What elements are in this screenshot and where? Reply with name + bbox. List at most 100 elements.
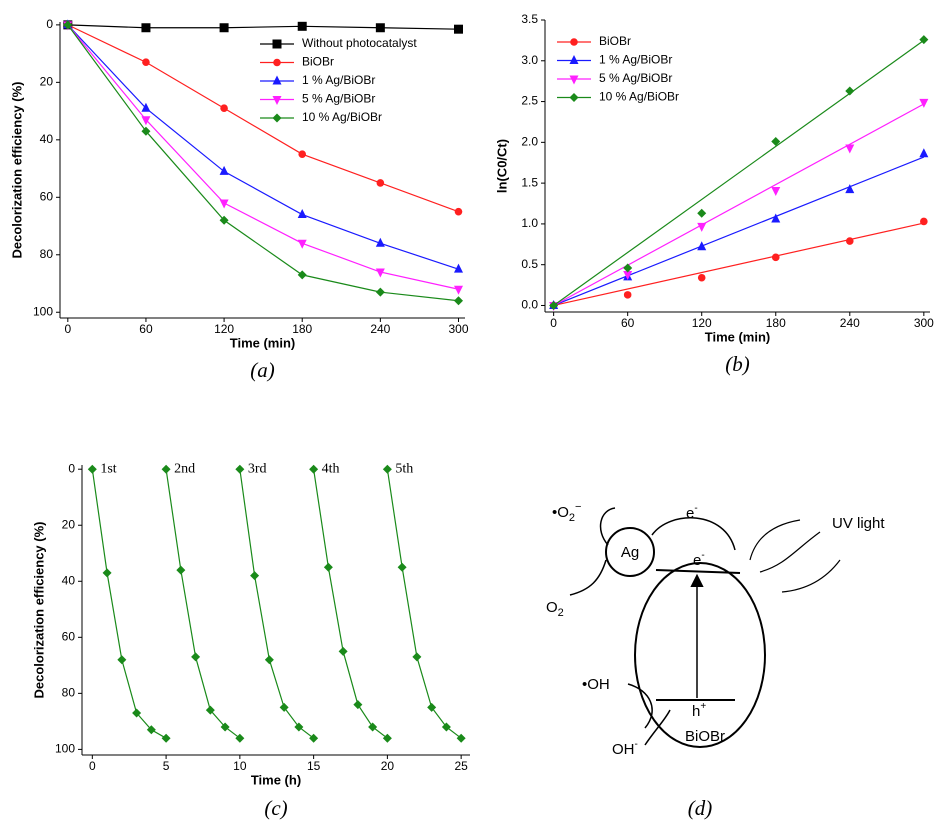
x-tick-label: 25 (454, 759, 468, 773)
marker (294, 722, 304, 732)
marker (297, 239, 307, 249)
marker (272, 75, 282, 85)
series-label: 5th (395, 461, 413, 476)
conduction-band (655, 569, 741, 574)
marker (441, 722, 451, 732)
marker (375, 287, 385, 297)
marker (549, 300, 559, 310)
y-tick-label: 80 (62, 686, 76, 700)
marker (235, 733, 245, 743)
oh-oxidation-arrow (627, 683, 653, 729)
caption: (a) (250, 358, 275, 382)
marker (845, 184, 855, 194)
legend-label: 5 % Ag/BiOBr (302, 92, 375, 106)
x-tick-label: 10 (233, 759, 247, 773)
marker (376, 179, 385, 187)
material-label: BiOBr (685, 728, 725, 745)
marker (382, 464, 392, 474)
x-tick-label: 20 (381, 759, 395, 773)
marker (117, 655, 127, 665)
series-line (165, 469, 241, 739)
marker (191, 652, 201, 662)
marker (623, 263, 633, 273)
fit-line (553, 156, 925, 307)
y-tick-label: 1.5 (521, 175, 538, 189)
arrow-head (690, 573, 704, 587)
y-tick-label: 60 (62, 629, 76, 643)
y-tick-label: 40 (40, 132, 54, 146)
legend-label: 1 % Ag/BiOBr (302, 73, 375, 87)
series-line (67, 24, 459, 213)
hole-label: h+ (692, 701, 706, 720)
series-label: 3rd (248, 461, 267, 476)
x-tick-label: 60 (139, 322, 153, 336)
y-tick-label: 3.5 (521, 12, 538, 26)
y-axis-title: Decolorization efficiency (%) (31, 522, 46, 699)
y-tick-label: 20 (62, 517, 76, 531)
electron-label: e- (686, 503, 698, 522)
legend-label: BiOBr (599, 34, 631, 48)
legend-label: 10 % Ag/BiOBr (599, 90, 679, 104)
fit-line (553, 39, 925, 306)
y-tick-label: 80 (40, 247, 54, 261)
o2-label: O2 (546, 599, 564, 619)
marker (141, 126, 151, 136)
y-tick-label: 0 (68, 461, 75, 475)
marker (375, 268, 385, 278)
marker (412, 652, 422, 662)
x-tick-label: 60 (621, 316, 635, 330)
marker (771, 186, 781, 196)
marker (272, 39, 282, 49)
series-label: 2nd (174, 461, 195, 476)
oh-arrow (644, 709, 671, 746)
y-tick-label: 3.0 (521, 53, 538, 67)
marker (845, 144, 855, 154)
uv-label: UV light (832, 515, 885, 532)
x-tick-label: 0 (550, 316, 557, 330)
marker (569, 75, 579, 85)
uv-arrow (749, 519, 801, 561)
marker (375, 237, 385, 247)
marker (264, 655, 274, 665)
legend-label: 10 % Ag/BiOBr (302, 110, 382, 124)
marker (220, 722, 230, 732)
marker (323, 562, 333, 572)
x-tick-label: 240 (840, 316, 860, 330)
marker (368, 722, 378, 732)
marker (453, 24, 463, 34)
x-tick-label: 0 (64, 322, 71, 336)
marker (920, 217, 928, 226)
y-tick-label: 20 (40, 75, 54, 89)
series-label: 4th (322, 461, 340, 476)
marker (161, 733, 171, 743)
series-line (67, 24, 459, 290)
marker (454, 207, 463, 216)
marker (919, 148, 929, 158)
x-tick-label: 240 (370, 322, 390, 336)
marker (569, 93, 579, 102)
y-tick-label: 0.0 (521, 298, 538, 312)
marker (771, 137, 781, 147)
y-tick-label: 0.5 (521, 257, 538, 271)
fit-line (553, 103, 925, 307)
marker (272, 96, 282, 105)
cb-electron-label: e- (693, 550, 705, 569)
marker (297, 270, 307, 280)
marker (697, 241, 707, 251)
marker (353, 700, 363, 710)
marker (142, 58, 150, 67)
marker (102, 568, 112, 578)
series-line (67, 24, 459, 270)
marker (298, 150, 307, 158)
y-axis-title: ln(C0/Ct) (494, 139, 509, 193)
x-axis-title: Time (min) (705, 329, 771, 344)
ag-label: Ag (621, 544, 639, 561)
marker (205, 705, 215, 715)
marker (219, 199, 229, 209)
uv-arrow (781, 559, 841, 593)
marker (623, 291, 632, 299)
marker (427, 702, 437, 712)
marker (623, 270, 633, 280)
marker (570, 38, 578, 46)
